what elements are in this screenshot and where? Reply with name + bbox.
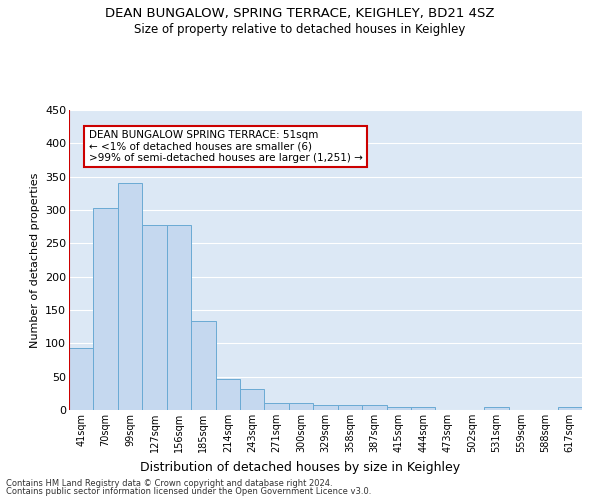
Bar [191,322,215,410]
Text: DEAN BUNGALOW SPRING TERRACE: 51sqm
← <1% of detached houses are smaller (6)
>99: DEAN BUNGALOW SPRING TERRACE: 51sqm ← <1… [89,130,362,163]
Bar [411,408,436,410]
Bar [484,408,509,410]
Text: DEAN BUNGALOW, SPRING TERRACE, KEIGHLEY, BD21 4SZ: DEAN BUNGALOW, SPRING TERRACE, KEIGHLEY,… [105,8,495,20]
Bar [142,226,167,410]
Bar [94,208,118,410]
Bar [386,406,411,410]
Y-axis label: Number of detached properties: Number of detached properties [29,172,40,348]
Bar [362,404,386,410]
Text: Contains HM Land Registry data © Crown copyright and database right 2024.: Contains HM Land Registry data © Crown c… [6,478,332,488]
Text: Contains public sector information licensed under the Open Government Licence v3: Contains public sector information licen… [6,487,371,496]
Bar [313,404,338,410]
Bar [240,390,265,410]
Text: Distribution of detached houses by size in Keighley: Distribution of detached houses by size … [140,461,460,474]
Bar [265,404,289,410]
Text: Size of property relative to detached houses in Keighley: Size of property relative to detached ho… [134,22,466,36]
Bar [69,348,94,410]
Bar [215,378,240,410]
Bar [289,404,313,410]
Bar [118,184,142,410]
Bar [338,404,362,410]
Bar [167,226,191,410]
Bar [557,408,582,410]
